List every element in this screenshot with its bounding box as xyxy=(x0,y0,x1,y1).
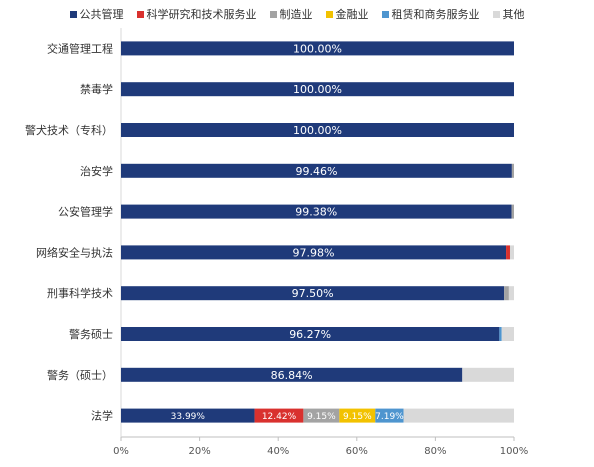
category-label: 公安管理学 xyxy=(58,205,113,219)
bar-segment xyxy=(121,163,512,178)
bar-segment xyxy=(506,245,510,260)
category-label: 警犬技术（专科） xyxy=(25,123,113,137)
bar-segment xyxy=(121,286,505,301)
legend-swatch xyxy=(136,10,144,18)
data-label: 99.46% xyxy=(295,165,337,178)
x-tick-label: 60% xyxy=(346,446,368,457)
legend-item: 其他 xyxy=(492,6,525,22)
bar-segment xyxy=(121,367,463,382)
bar-segment xyxy=(121,408,255,423)
legend-label: 金融业 xyxy=(335,8,369,21)
category-label: 警务硕士 xyxy=(69,327,113,341)
bar-segment xyxy=(504,286,509,301)
category-label: 刑事科学技术 xyxy=(47,286,113,300)
bar-segment xyxy=(121,245,507,260)
bar-segment xyxy=(303,408,340,423)
data-label: 97.98% xyxy=(293,246,335,259)
category-label: 交通管理工程 xyxy=(47,41,113,55)
legend-item: 科学研究和技术服务业 xyxy=(136,6,257,22)
bar-segment xyxy=(121,204,512,219)
legend-item: 租赁和商务服务业 xyxy=(381,6,480,22)
legend-swatch xyxy=(69,10,77,18)
legend-item: 金融业 xyxy=(325,6,369,22)
x-tick-label: 100% xyxy=(500,446,529,457)
bar-segment xyxy=(511,204,514,219)
legend-label: 其他 xyxy=(502,8,525,21)
legend-label: 公共管理 xyxy=(79,8,124,21)
x-tick-label: 0% xyxy=(113,446,129,457)
bar-segment xyxy=(121,82,514,97)
bar-segment xyxy=(499,327,502,341)
bar-segment xyxy=(511,163,514,178)
legend-item: 制造业 xyxy=(269,6,313,22)
bar-segment xyxy=(121,123,514,137)
category-label: 网络安全与执法 xyxy=(36,245,113,259)
bar-segment xyxy=(462,367,514,382)
data-label: 12.42% xyxy=(262,412,297,422)
data-label: 96.27% xyxy=(289,328,331,341)
legend-label: 科学研究和技术服务业 xyxy=(146,8,257,21)
bar-segment xyxy=(254,408,304,423)
bar-segment xyxy=(121,327,500,341)
legend: 公共管理 科学研究和技术服务业 制造业 金融业 租赁和商务服务业 其他 xyxy=(0,6,594,22)
x-tick-label: 40% xyxy=(267,446,289,457)
data-label: 97.50% xyxy=(292,287,334,300)
bar-segment xyxy=(508,286,514,301)
legend-label: 租赁和商务服务业 xyxy=(391,8,480,21)
legend-swatch xyxy=(269,10,277,18)
legend-swatch xyxy=(381,10,389,18)
category-label: 法学 xyxy=(91,409,113,423)
legend-swatch xyxy=(492,10,500,18)
category-label: 禁毒学 xyxy=(80,82,113,96)
bar-segment xyxy=(121,41,514,56)
bar-segment xyxy=(339,408,376,423)
category-label: 警务（硕士） xyxy=(47,368,113,382)
data-label: 7.19% xyxy=(375,412,404,422)
data-label: 9.15% xyxy=(343,412,372,422)
data-label: 9.15% xyxy=(307,412,336,422)
bar-segment xyxy=(403,408,514,423)
data-label: 86.84% xyxy=(271,369,313,382)
data-label: 100.00% xyxy=(293,124,342,137)
x-tick-label: 20% xyxy=(188,446,210,457)
bar-segment xyxy=(375,408,404,423)
category-label: 治安学 xyxy=(80,164,113,178)
bar-segment xyxy=(509,245,514,260)
data-label: 100.00% xyxy=(293,42,342,55)
legend-label: 制造业 xyxy=(279,8,313,21)
legend-item: 公共管理 xyxy=(69,6,124,22)
legend-swatch xyxy=(325,10,333,18)
x-tick-label: 80% xyxy=(424,446,446,457)
data-label: 100.00% xyxy=(293,83,342,96)
data-label: 33.99% xyxy=(171,412,206,422)
data-label: 99.38% xyxy=(295,206,337,219)
bar-segment xyxy=(501,327,514,341)
